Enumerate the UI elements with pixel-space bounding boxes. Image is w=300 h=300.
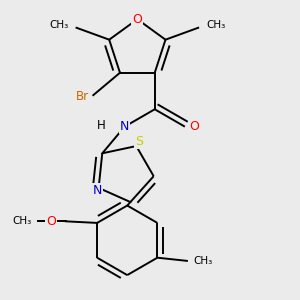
Text: O: O — [132, 13, 142, 26]
Text: CH₃: CH₃ — [50, 20, 69, 30]
Text: CH₃: CH₃ — [12, 216, 32, 226]
Text: CH₃: CH₃ — [193, 256, 212, 266]
Text: O: O — [189, 120, 199, 133]
Text: H: H — [97, 118, 106, 132]
Text: N: N — [92, 184, 102, 197]
Text: N: N — [120, 120, 129, 133]
Text: CH₃: CH₃ — [206, 20, 225, 30]
Text: O: O — [46, 215, 56, 228]
Text: S: S — [135, 135, 143, 148]
Text: Br: Br — [75, 90, 88, 103]
